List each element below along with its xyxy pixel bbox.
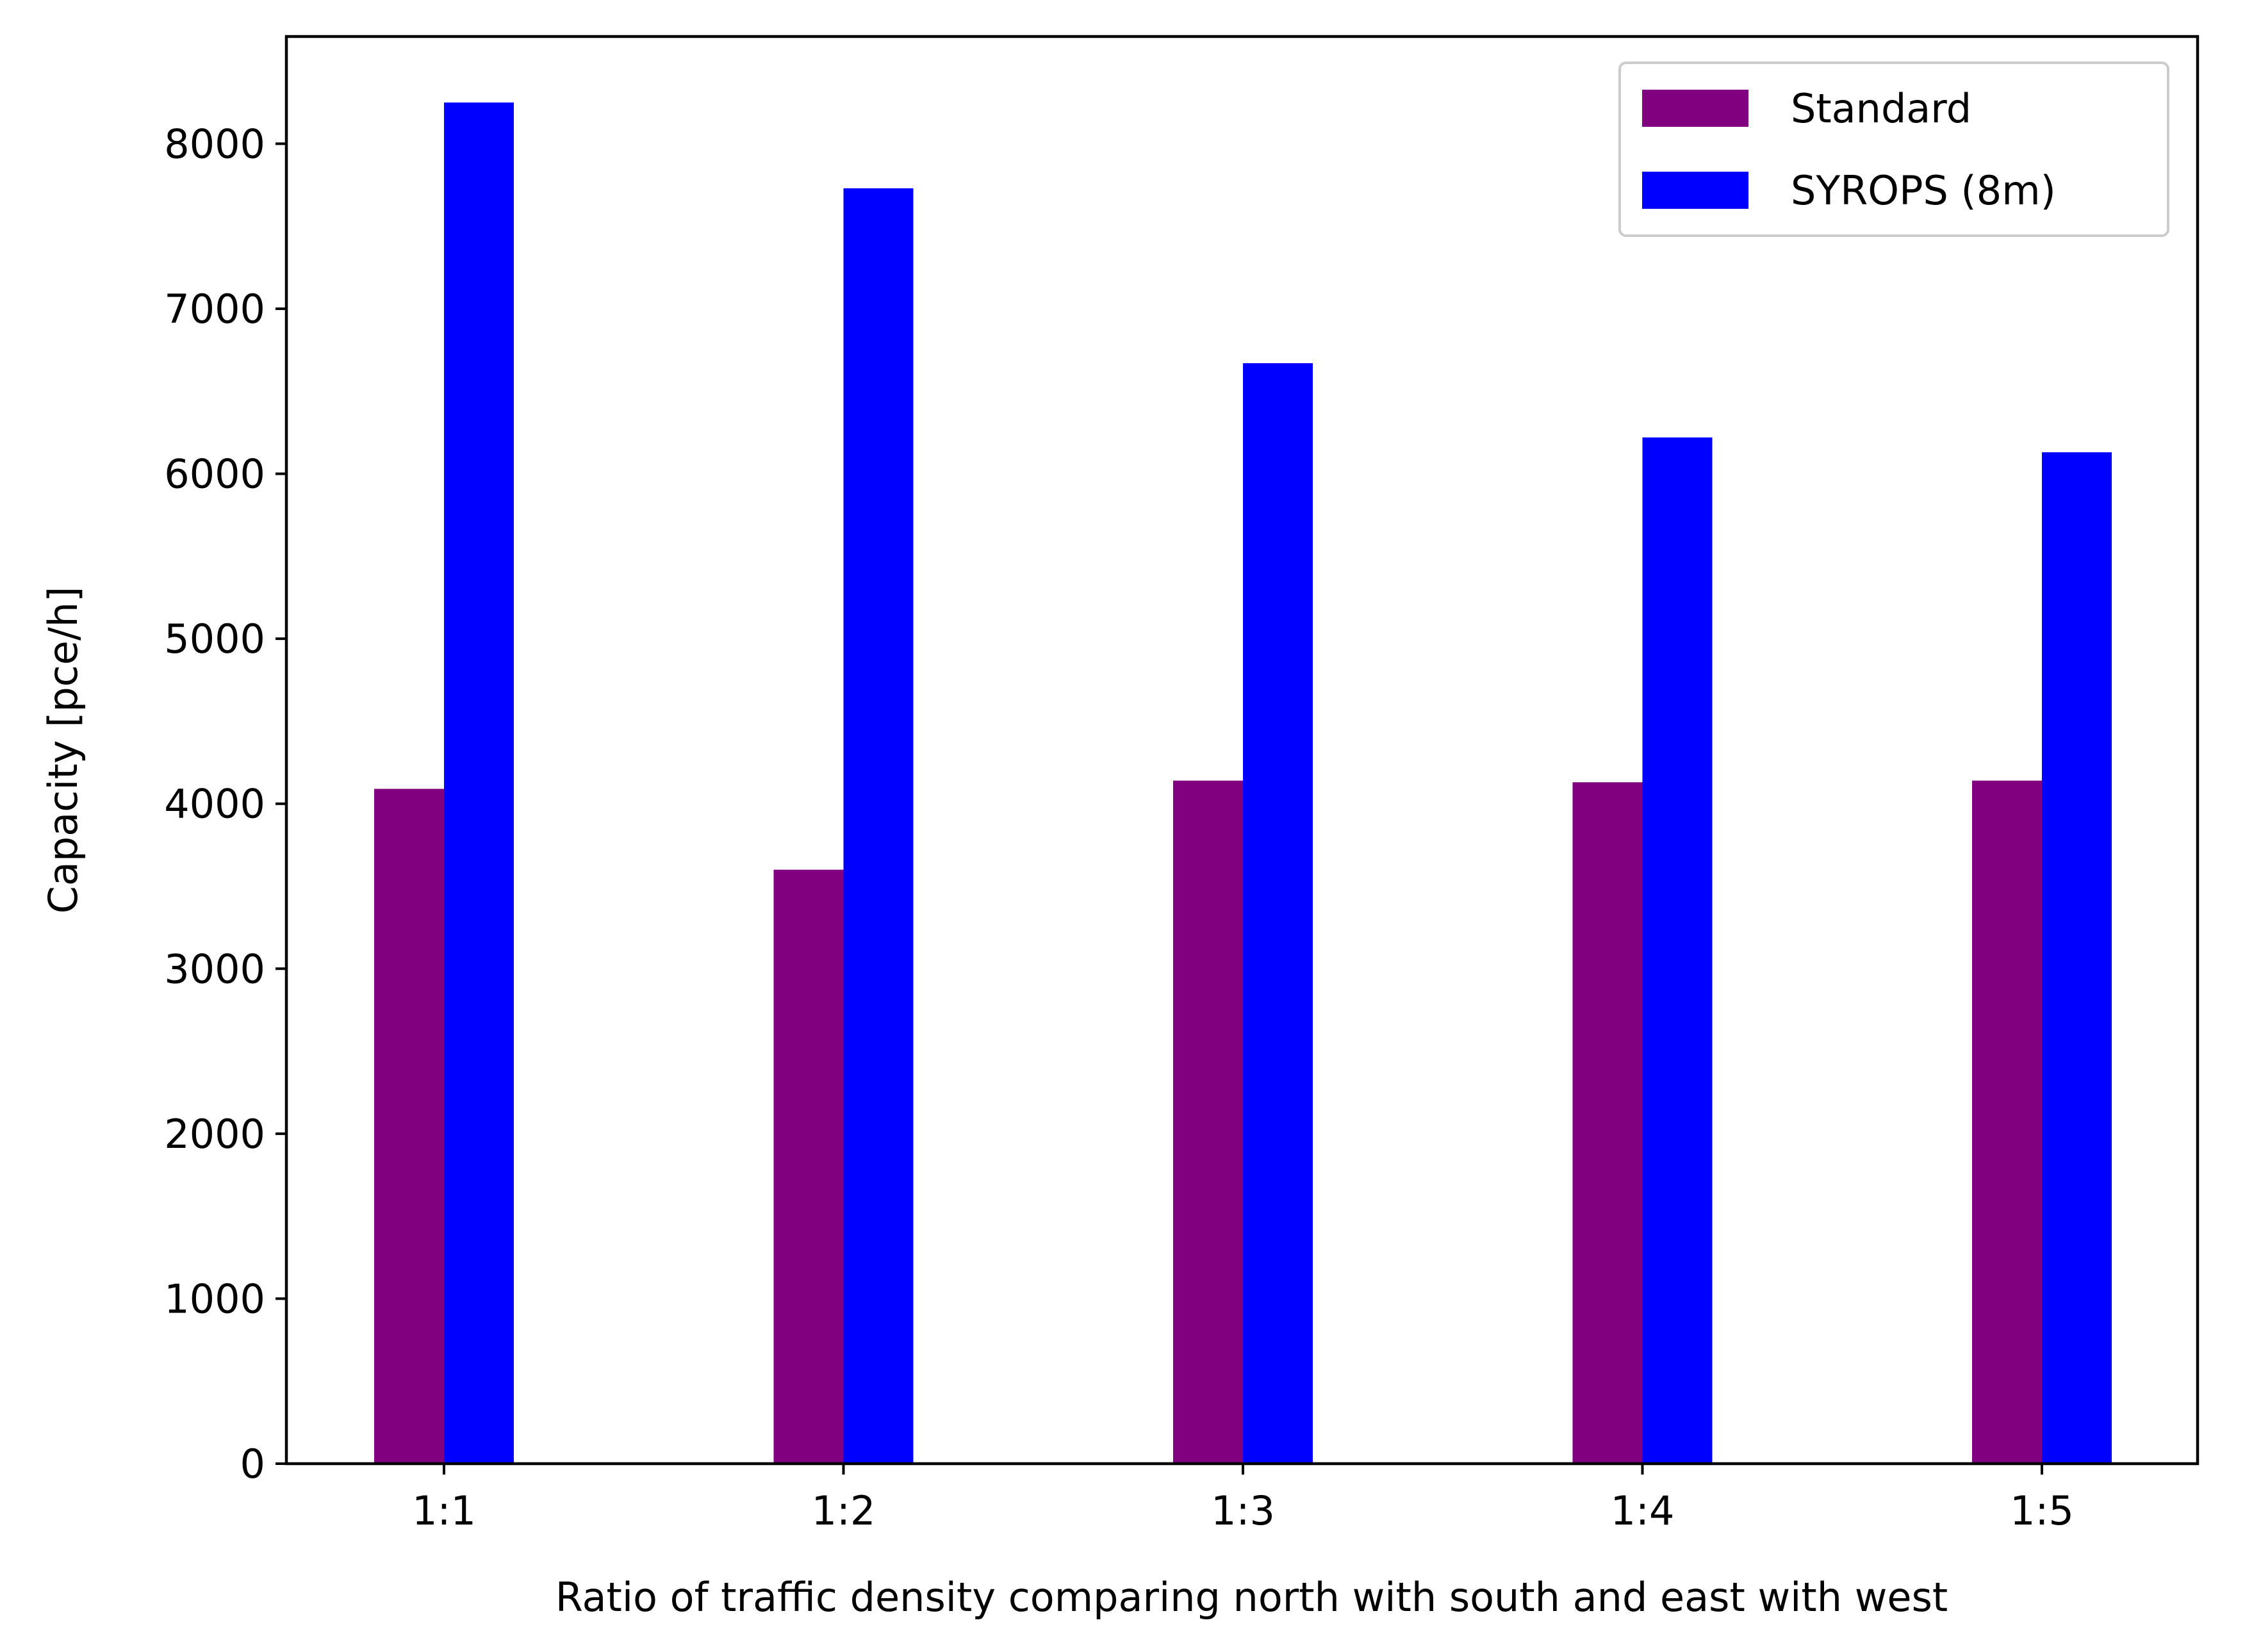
y-tick-label: 7000 <box>164 286 265 332</box>
bars-group <box>374 102 2112 1464</box>
bar-standard-1-5 <box>1972 780 2042 1464</box>
y-tick-label: 8000 <box>164 120 265 167</box>
y-tick-label: 4000 <box>164 781 265 828</box>
y-tick-label: 2000 <box>164 1111 265 1157</box>
legend: Standard SYROPS (8m) <box>1618 61 2169 237</box>
x-axis: 1:1 1:2 1:3 1:4 1:5 <box>412 1464 2074 1534</box>
y-axis-label: Capacity [pce/h] <box>40 587 86 914</box>
plot-frame <box>284 35 2200 1466</box>
bar-standard-1-2 <box>773 869 844 1464</box>
x-tick-label: 1:5 <box>2010 1487 2074 1534</box>
x-tick-label: 1:1 <box>412 1487 476 1534</box>
y-tick-label: 6000 <box>164 451 265 498</box>
legend-swatch-syrops <box>1642 172 1748 209</box>
y-axis: 0 1000 2000 3000 4000 5000 6000 7000 8000 <box>164 120 286 1487</box>
legend-label-syrops: SYROPS (8m) <box>1791 167 2056 214</box>
x-tick-label: 1:2 <box>812 1487 876 1534</box>
legend-label-standard: Standard <box>1791 85 1971 132</box>
bar-syrops-8m-1-4 <box>1642 437 1713 1464</box>
y-tick-label: 1000 <box>164 1275 265 1322</box>
bar-syrops-8m-1-3 <box>1243 363 1313 1464</box>
bar-standard-1-4 <box>1572 782 1643 1464</box>
x-tick-label: 1:3 <box>1211 1487 1275 1534</box>
bar-syrops-8m-1-1 <box>444 102 514 1464</box>
x-tick-label: 1:4 <box>1611 1487 1675 1534</box>
bar-syrops-8m-1-5 <box>2042 452 2112 1464</box>
x-axis-label: Ratio of traffic density comparing north… <box>555 1574 1948 1621</box>
bar-syrops-8m-1-2 <box>843 188 914 1464</box>
legend-swatch-standard <box>1642 90 1748 127</box>
y-tick-label: 5000 <box>164 616 265 662</box>
y-tick-label: 3000 <box>164 945 265 992</box>
y-tick-label: 0 <box>240 1441 265 1487</box>
legend-box <box>1618 61 2169 237</box>
bar-standard-1-3 <box>1173 780 1243 1464</box>
bar-standard-1-1 <box>374 789 444 1464</box>
